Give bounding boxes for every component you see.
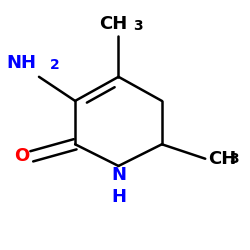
Text: CH: CH bbox=[100, 16, 128, 34]
Text: 2: 2 bbox=[50, 58, 59, 72]
Text: H: H bbox=[111, 188, 126, 206]
Text: NH: NH bbox=[6, 54, 36, 72]
Text: N: N bbox=[111, 166, 126, 184]
Text: CH: CH bbox=[208, 150, 236, 168]
Text: O: O bbox=[14, 147, 29, 165]
Text: 3: 3 bbox=[229, 152, 239, 166]
Text: 3: 3 bbox=[133, 20, 142, 34]
